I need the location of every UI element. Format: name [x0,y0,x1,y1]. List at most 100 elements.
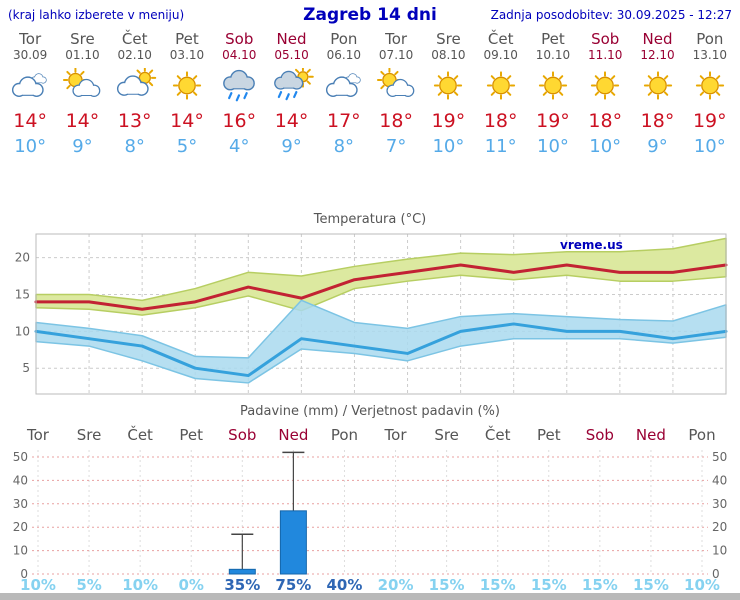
precip-probability: 40% [326,576,363,594]
precip-day-labels: Tor Sre Čet Pet Sob Ned Pon Tor Sre Čet Pet Sob Ned P… [0,426,740,446]
forecast-day-8[interactable]: Tor 07.10 18° 7° [370,30,422,157]
svg-text:20: 20 [13,520,28,534]
max-temperature: 13° [117,110,152,132]
day-name: Čet [487,30,514,48]
svg-text:0: 0 [712,567,720,578]
precip-probability: 15% [479,576,516,594]
rain-icon [223,69,256,102]
day-name: Tor [385,30,408,48]
precip-probability: 15% [581,576,618,594]
svg-text:40: 40 [712,473,727,487]
precip-day-label: Tor [384,426,407,444]
min-temperature: 9° [72,136,93,157]
forecast-day-14[interactable]: Pon 13.10 19° 10° [684,30,736,157]
precip-probability: 15% [428,576,465,594]
precipitation-chart: 0 0 10 10 20 20 30 30 40 40 50 50 [0,444,740,581]
forecast-day-6[interactable]: Ned 05.10 14° 9° [265,30,317,157]
max-temperature: 18° [588,110,623,132]
min-temperature: 5° [176,136,198,157]
precip-day-label: Ned [635,426,666,444]
precip-probability: 75% [275,576,312,594]
forecast-day-12[interactable]: Sob 11.10 18° 10° [579,30,631,157]
sunny-icon [643,71,672,100]
precip-probability: 35% [224,576,261,594]
max-temperature: 14° [65,110,100,132]
cloudy-icon [325,73,361,97]
precip-day-label: Pon [330,426,359,444]
weather-icon [370,67,422,104]
max-temperature: 14° [13,110,47,132]
weather-icon [475,68,527,104]
day-name: Sob [225,30,254,48]
precip-probability: 15% [530,576,567,594]
precip-day-label: Sre [434,426,459,444]
max-temperature: 14° [274,110,309,132]
day-name: Ned [276,30,307,48]
precip-probability: 10% [684,576,720,594]
day-date: 03.10 [169,48,205,62]
last-updated: Zadnja posodobitev: 30.09.2025 - 12:27 [490,8,732,22]
precip-probability: 10% [20,576,56,594]
forecast-day-3[interactable]: Čet 02.10 13° 8° [109,30,161,157]
max-temperature: 17° [326,110,361,132]
weather-icon [265,65,317,104]
min-temperature: 10° [589,136,622,157]
precip-day-label: Čet [127,426,153,444]
weather-icon [422,68,474,104]
svg-text:50: 50 [13,450,28,464]
day-date: 30.09 [12,48,48,62]
day-name: Pon [696,30,724,48]
precipitation-chart-title: Padavine (mm) / Verjetnost padavin (%) [240,404,500,419]
temperature-chart-canvas: 5 10 15 20 [0,228,740,404]
precipitation-chart-svg: 0 0 10 10 20 20 30 30 40 40 50 50 [13,450,727,581]
precip-day-label: Sob [585,426,614,444]
precip-day-label: Ned [278,426,309,444]
precip-day-label: Pet [179,426,204,444]
watermark: vreme.us [560,238,623,252]
bottom-bar [0,593,740,600]
forecast-day-11[interactable]: Pet 10.10 19° 10° [527,30,579,157]
min-temperature: 10° [432,136,465,157]
location-menu-hint: (kraj lahko izberete v meniju) [8,8,185,22]
svg-text:0: 0 [20,567,28,578]
max-temperature: 14° [170,110,204,132]
forecast-day-1[interactable]: Tor 30.09 14° 10° [4,30,56,157]
min-temperature: 10° [693,136,726,157]
min-temperature: 10° [14,136,47,157]
day-name: Ned [642,30,673,48]
max-temperature: 18° [640,110,675,132]
forecast-day-9[interactable]: Sre 08.10 19° 10° [422,30,474,157]
min-temperature: 9° [281,136,302,157]
sunny-icon [695,71,724,100]
forecast-strip: Tor 30.09 14° 10° Sre 01.10 14° 9° Čet 02.10 13° 8°… [4,30,736,157]
day-name: Sre [70,30,95,48]
svg-text:10: 10 [13,544,28,558]
day-date: 06.10 [326,48,361,62]
weather-icon [109,66,161,104]
forecast-day-10[interactable]: Čet 09.10 18° 11° [475,30,527,157]
svg-text:20: 20 [712,520,727,534]
weather-icon [4,68,56,104]
sunny-icon [434,71,463,100]
forecast-day-13[interactable]: Ned 12.10 18° 9° [631,30,683,157]
weather-icon [527,68,579,104]
precip-day-label: Pon [688,426,716,444]
svg-text:10: 10 [712,544,727,558]
sunny-icon [591,71,620,100]
precip-probability: 10% [122,576,159,594]
forecast-day-5[interactable]: Sob 04.10 16° 4° [213,30,265,157]
max-temperature: 19° [431,110,466,132]
forecast-day-7[interactable]: Pon 06.10 17° 8° [318,30,370,157]
temperature-chart-title: Temperatura (°C) [313,212,427,227]
weather-icon [684,68,736,104]
forecast-day-4[interactable]: Pet 03.10 14° 5° [161,30,213,157]
svg-text:50: 50 [712,450,727,464]
forecast-day-2[interactable]: Sre 01.10 14° 9° [56,30,108,157]
day-date: 11.10 [588,48,623,62]
day-date: 01.10 [65,48,100,62]
precip-day-label: Čet [484,426,511,444]
sunny-icon [538,71,568,100]
weather-icon [631,68,683,104]
day-date: 13.10 [692,48,727,62]
temperature-chart-svg: 5 10 15 20 [15,233,728,395]
